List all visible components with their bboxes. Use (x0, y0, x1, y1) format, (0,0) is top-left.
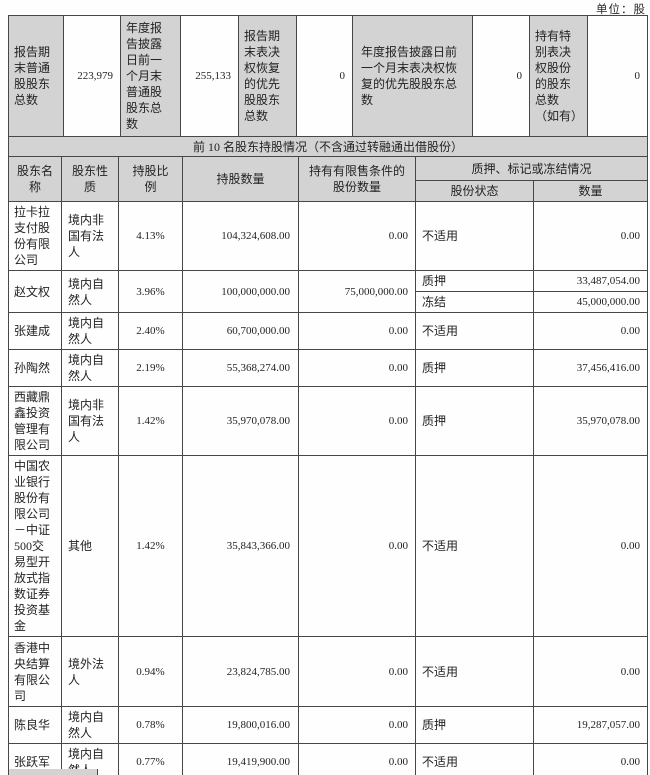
summary-label-preferred-shareholders-prior-month: 年度报告披露日前一个月末表决权恢复的优先股股东总数 (352, 15, 473, 137)
summary-label-preferred-shareholders: 报告期末表决权恢复的优先股股东总数 (238, 15, 297, 137)
section-title: 前 10 名股东持股情况（不含通过转融通出借股份） (7, 136, 649, 157)
shareholder-name: 拉卡拉支付股份有限公司 (8, 201, 62, 271)
pledge-quantity: 37,456,416.00 (532, 349, 649, 387)
table-row: 张跃军 境内自然人 0.77% 19,419,900.00 0.00 不适用 0… (8, 743, 649, 775)
shareholder-nature: 境内自然人 (61, 743, 119, 775)
summary-label-common-shareholders: 报告期末普通股股东总数 (8, 15, 64, 137)
shareholder-name: 陈良华 (8, 706, 62, 744)
shareholder-nature: 境内自然人 (61, 270, 119, 313)
summary-value-preferred-shareholders-prior-month: 0 (472, 15, 530, 137)
shares-held: 100,000,000.00 (182, 270, 299, 313)
pledge-status: 质押 (415, 386, 534, 456)
shareholding-ratio: 4.13% (118, 201, 183, 271)
restricted-shares: 0.00 (298, 743, 416, 775)
pledge-quantity: 0.00 (532, 312, 649, 350)
table-row: 西藏鼎鑫投资管理有限公司 境内非国有法人 1.42% 35,970,078.00… (8, 386, 649, 456)
restricted-shares: 0.00 (298, 455, 416, 637)
pledge-quantity: 45,000,000.00 (532, 291, 649, 313)
shareholder-name: 张建成 (8, 312, 62, 350)
summary-value-preferred-shareholders: 0 (296, 15, 353, 137)
shareholding-ratio: 2.40% (118, 312, 183, 350)
shareholder-nature: 境外法人 (61, 636, 119, 707)
pledge-quantity: 33,487,054.00 (532, 270, 649, 292)
pledge-quantity: 0.00 (532, 743, 649, 775)
table-row: 赵文权 境内自然人 3.96% 100,000,000.00 75,000,00… (8, 270, 649, 313)
pledge-quantity: 0.00 (532, 636, 649, 707)
shareholder-nature: 境内自然人 (61, 706, 119, 744)
pledge-quantity: 35,970,078.00 (532, 386, 649, 456)
next-row-partial-cell (8, 769, 98, 775)
table-subrow: 冻结 45,000,000.00 (9, 291, 649, 313)
summary-value-common-shareholders-prior-month: 255,133 (180, 15, 239, 137)
table-row: 陈良华 境内自然人 0.78% 19,800,016.00 0.00 质押 19… (8, 706, 649, 744)
col-header-shareholding-ratio: 持股比例 (118, 156, 183, 202)
shareholder-nature: 其他 (61, 455, 119, 637)
restricted-shares: 0.00 (298, 312, 416, 350)
table-row: 拉卡拉支付股份有限公司 境内非国有法人 4.13% 104,324,608.00… (8, 201, 649, 271)
shareholder-name: 中国农业银行股份有限公司－中证500交易型开放式指数证券投资基金 (8, 455, 62, 637)
col-header-shareholder-nature: 股东性质 (61, 156, 119, 202)
shares-held: 23,824,785.00 (182, 636, 299, 707)
shareholding-ratio: 1.42% (118, 386, 183, 456)
shares-held: 35,843,366.00 (182, 455, 299, 637)
col-header-shareholder-name: 股东名称 (8, 156, 62, 202)
col-header-shares-held: 持股数量 (182, 156, 299, 202)
table-row: 香港中央结算有限公司 境外法人 0.94% 23,824,785.00 0.00… (8, 636, 649, 707)
shares-held: 19,419,900.00 (182, 743, 299, 775)
shareholding-ratio: 0.77% (118, 743, 183, 775)
pledge-status: 质押 (415, 706, 534, 744)
shareholder-nature: 境内自然人 (61, 349, 119, 387)
restricted-shares: 0.00 (298, 386, 416, 456)
shareholding-ratio: 3.96% (118, 270, 183, 313)
shareholder-name: 西藏鼎鑫投资管理有限公司 (8, 386, 62, 456)
shareholder-nature: 境内非国有法人 (61, 201, 119, 271)
restricted-shares: 0.00 (298, 349, 416, 387)
unit-label: 单位：股 (596, 4, 646, 16)
pledge-status: 不适用 (415, 201, 534, 271)
table-row: 孙陶然 境内自然人 2.19% 55,368,274.00 0.00 质押 37… (8, 349, 649, 387)
pledge-status: 不适用 (415, 743, 534, 775)
pledge-status: 不适用 (415, 636, 534, 707)
table-row: 张建成 境内自然人 2.40% 60,700,000.00 0.00 不适用 0… (8, 312, 649, 350)
restricted-shares: 75,000,000.00 (298, 270, 416, 313)
pledge-quantity: 0.00 (532, 201, 649, 271)
shares-held: 55,368,274.00 (182, 349, 299, 387)
col-header-pledge-status: 股份状态 (415, 180, 534, 202)
shareholding-ratio: 1.42% (118, 455, 183, 637)
summary-label-special-voting-shareholders: 持有特别表决权股份的股东总数（如有） (529, 15, 588, 137)
pledge-status: 不适用 (415, 312, 534, 350)
shareholder-name: 孙陶然 (8, 349, 62, 387)
col-header-restricted-shares: 持有有限售条件的股份数量 (298, 156, 416, 202)
shares-held: 35,970,078.00 (182, 386, 299, 456)
top10-shareholders-table: 前 10 名股东持股情况（不含通过转融通出借股份） 股东名称 股东性质 持股比例… (7, 136, 649, 775)
shareholding-ratio: 0.78% (118, 706, 183, 744)
shareholding-ratio: 2.19% (118, 349, 183, 387)
restricted-shares: 0.00 (298, 636, 416, 707)
shareholder-summary-table: 报告期末普通股股东总数 223,979 年度报告披露日前一个月末普通股股东总数 … (8, 15, 648, 137)
pledge-status: 质押 (415, 349, 534, 387)
shareholding-ratio: 0.94% (118, 636, 183, 707)
restricted-shares: 0.00 (298, 706, 416, 744)
summary-value-special-voting-shareholders: 0 (587, 15, 648, 137)
summary-value-common-shareholders: 223,979 (63, 15, 121, 137)
pledge-status: 质押 (415, 270, 534, 292)
shareholder-name: 香港中央结算有限公司 (8, 636, 62, 707)
pledge-quantity: 0.00 (532, 455, 649, 637)
shareholder-nature: 境内非国有法人 (61, 386, 119, 456)
col-header-pledge-quantity: 数量 (532, 180, 649, 202)
shares-held: 19,800,016.00 (182, 706, 299, 744)
col-header-pledge-group: 质押、标记或冻结情况 (414, 156, 649, 181)
shareholder-name: 赵文权 (8, 270, 62, 313)
pledge-status: 不适用 (415, 455, 534, 637)
table-row: 中国农业银行股份有限公司－中证500交易型开放式指数证券投资基金 其他 1.42… (8, 455, 649, 637)
shareholder-nature: 境内自然人 (61, 312, 119, 350)
summary-label-common-shareholders-prior-month: 年度报告披露日前一个月末普通股股东总数 (120, 15, 181, 137)
restricted-shares: 0.00 (298, 201, 416, 271)
pledge-quantity: 19,287,057.00 (532, 706, 649, 744)
pledge-status: 冻结 (415, 291, 534, 313)
shares-held: 60,700,000.00 (182, 312, 299, 350)
shares-held: 104,324,608.00 (182, 201, 299, 271)
